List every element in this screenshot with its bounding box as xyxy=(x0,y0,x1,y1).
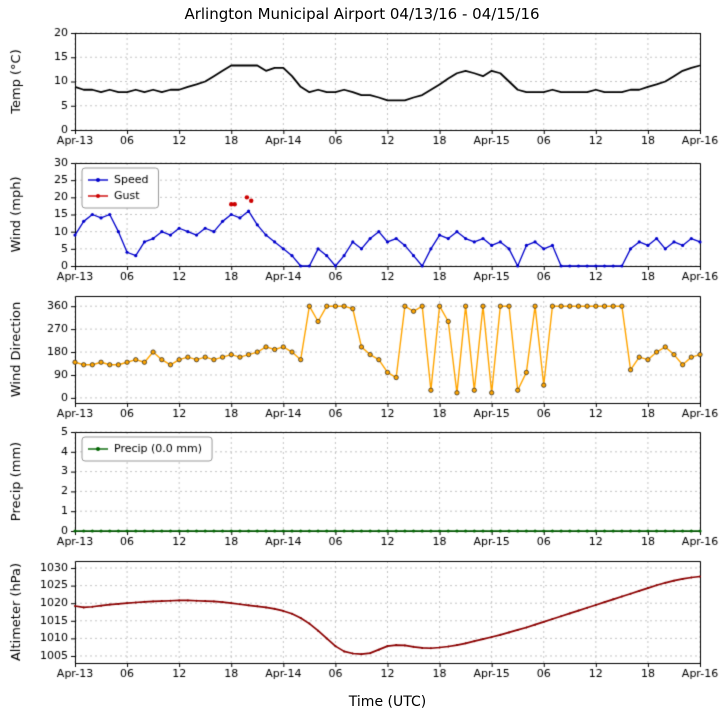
x-axis-label: Time (UTC) xyxy=(348,694,427,710)
chart-title: Arlington Municipal Airport 04/13/16 - 0… xyxy=(184,5,540,23)
